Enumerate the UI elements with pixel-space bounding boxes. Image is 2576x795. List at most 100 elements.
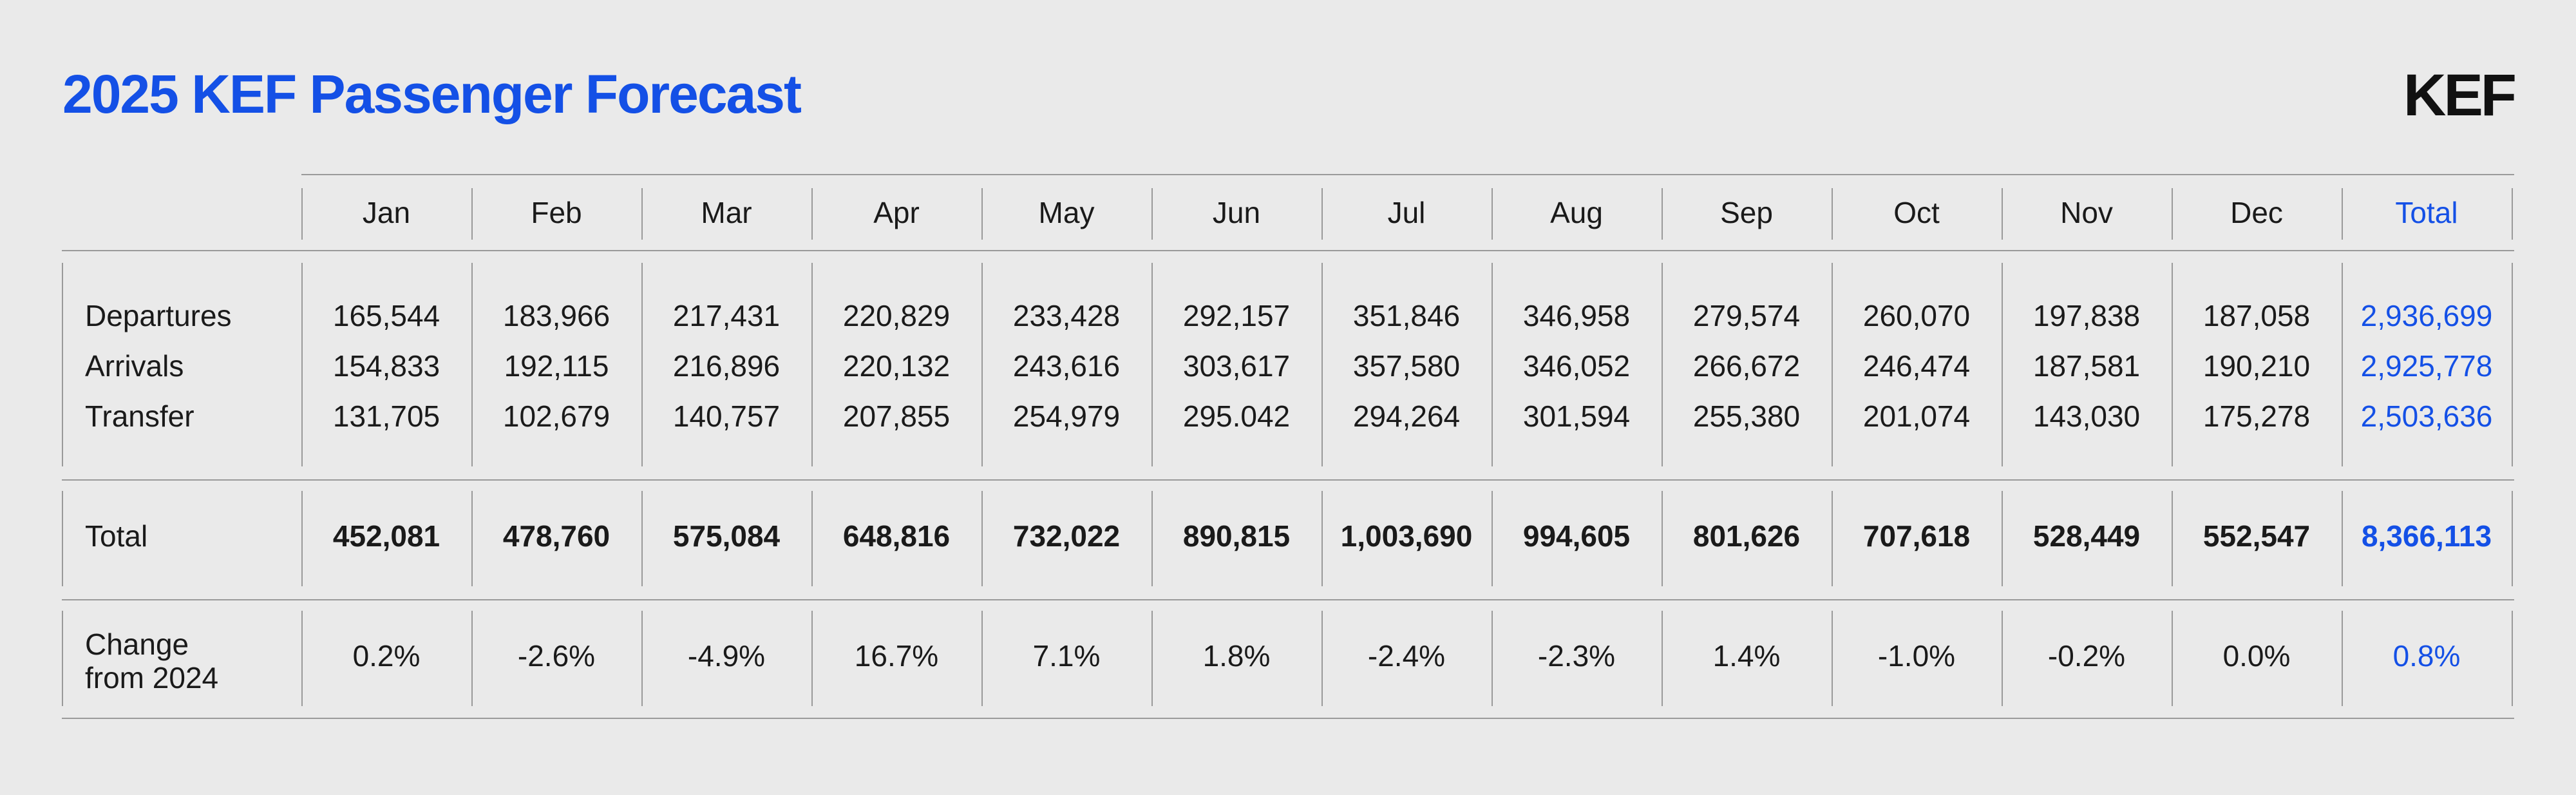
- change-cell: 0.2%: [352, 639, 421, 673]
- change-cell: -2.6%: [517, 639, 596, 673]
- change-cell: -1.0%: [1877, 639, 1956, 673]
- column-separator: [811, 188, 813, 240]
- table-cell: 294,264: [1352, 399, 1461, 433]
- column-separator: [2172, 611, 2173, 706]
- column-separator: [1151, 611, 1153, 706]
- total-cell: 528,449: [2032, 519, 2141, 553]
- table-cell: 233,428: [1012, 299, 1121, 332]
- table-cell: 140,757: [672, 399, 781, 433]
- column-separator: [1662, 188, 1663, 240]
- table-cell: 201,074: [1862, 399, 1971, 433]
- column-separator: [641, 611, 643, 706]
- column-separator: [62, 491, 63, 586]
- table-cell: 190,210: [2202, 349, 2311, 383]
- column-separator: [301, 491, 303, 586]
- table-cell: 131,705: [332, 399, 440, 433]
- column-separator: [1321, 491, 1323, 586]
- column-separator: [2342, 188, 2343, 240]
- table-cell: 254,979: [1012, 399, 1121, 433]
- column-separator: [1662, 263, 1663, 466]
- change-cell: 0.0%: [2222, 639, 2291, 673]
- total-cell: 707,618: [1862, 519, 1971, 553]
- column-header: Sep: [1720, 196, 1773, 229]
- table-cell: 255,380: [1692, 399, 1801, 433]
- header-top-rule: [301, 174, 2514, 175]
- row-divider: [62, 718, 2514, 719]
- total-cell: 452,081: [332, 519, 440, 553]
- column-separator: [301, 611, 303, 706]
- column-separator: [1492, 263, 1493, 466]
- table-cell: 279,574: [1692, 299, 1801, 332]
- column-separator: [1832, 611, 1833, 706]
- table-cell: 295.042: [1182, 399, 1291, 433]
- table-cell: 192,115: [504, 349, 609, 383]
- change-cell: -4.9%: [687, 639, 766, 673]
- table-cell: 2,936,699: [2360, 299, 2493, 332]
- column-header: Jan: [362, 196, 411, 229]
- column-separator: [1151, 188, 1153, 240]
- column-separator: [471, 188, 473, 240]
- column-separator: [471, 263, 473, 466]
- table-cell: 260,070: [1862, 299, 1971, 332]
- column-separator: [62, 611, 63, 706]
- column-separator: [811, 611, 813, 706]
- change-cell: 1.4%: [1712, 639, 1781, 673]
- column-header: Aug: [1550, 196, 1603, 229]
- column-separator: [1492, 491, 1493, 586]
- table-cell: 197,838: [2032, 299, 2141, 332]
- page-title: 2025 KEF Passenger Forecast: [62, 64, 802, 124]
- table-cell: 165,544: [332, 299, 440, 332]
- column-separator: [2512, 263, 2513, 466]
- column-separator: [1492, 611, 1493, 706]
- change-row-label-sub: from 2024: [85, 661, 219, 694]
- table-cell: 220,829: [842, 299, 951, 332]
- column-separator: [1832, 263, 1833, 466]
- row-label: Arrivals: [85, 349, 184, 383]
- table-cell: 207,855: [842, 399, 951, 433]
- table-cell: 357,580: [1352, 349, 1461, 383]
- table-cell: 175,278: [2202, 399, 2311, 433]
- total-cell: 552,547: [2202, 519, 2311, 553]
- column-separator: [2172, 263, 2173, 466]
- column-header: Jul: [1387, 196, 1426, 229]
- table-cell: 216,896: [672, 349, 781, 383]
- change-cell: 16.7%: [854, 639, 939, 673]
- table-cell: 2,925,778: [2360, 349, 2493, 383]
- table-cell: 301,594: [1522, 399, 1631, 433]
- column-separator: [62, 263, 63, 466]
- change-cell: 1.8%: [1202, 639, 1271, 673]
- table-cell: 266,672: [1692, 349, 1801, 383]
- column-separator: [2002, 611, 2003, 706]
- column-separator: [1321, 611, 1323, 706]
- column-separator: [1151, 491, 1153, 586]
- column-separator: [1321, 188, 1323, 240]
- column-separator: [641, 263, 643, 466]
- total-cell: 994,605: [1522, 519, 1631, 553]
- column-separator: [2002, 263, 2003, 466]
- column-separator: [811, 263, 813, 466]
- change-cell: -2.4%: [1367, 639, 1446, 673]
- column-separator: [301, 188, 303, 240]
- column-separator: [2342, 491, 2343, 586]
- row-label: Transfer: [85, 399, 194, 433]
- column-separator: [2172, 188, 2173, 240]
- column-separator: [1662, 611, 1663, 706]
- table-cell: 292,157: [1182, 299, 1291, 332]
- table-cell: 2,503,636: [2360, 399, 2493, 433]
- column-separator: [2002, 188, 2003, 240]
- table-cell: 154,833: [332, 349, 440, 383]
- column-separator: [301, 263, 303, 466]
- column-separator: [2342, 263, 2343, 466]
- total-cell: 575,084: [672, 519, 781, 553]
- column-separator: [981, 491, 983, 586]
- column-separator: [1662, 491, 1663, 586]
- table-cell: 246,474: [1862, 349, 1971, 383]
- column-separator: [471, 491, 473, 586]
- total-cell: 1,003,690: [1340, 519, 1473, 553]
- total-cell: 8,366,113: [2361, 519, 2492, 553]
- column-header: Mar: [701, 196, 752, 229]
- column-separator: [2512, 611, 2513, 706]
- table-cell: 143,030: [2032, 399, 2141, 433]
- column-separator: [811, 491, 813, 586]
- row-divider: [62, 479, 2514, 481]
